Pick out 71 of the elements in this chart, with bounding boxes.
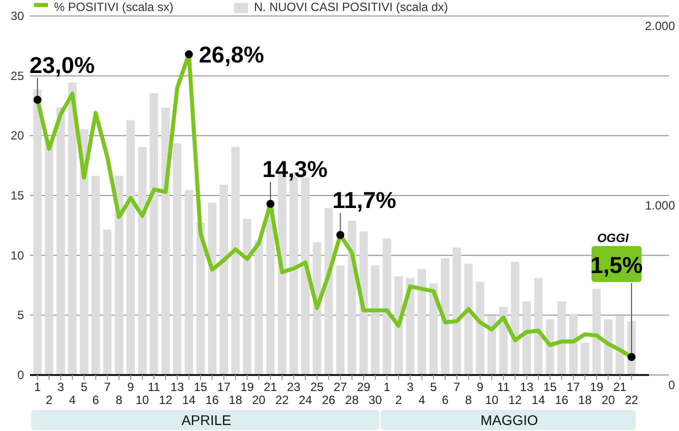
legend-label: % POSITIVI (scala sx) xyxy=(54,0,174,14)
y-tick-label: 0 xyxy=(17,368,24,382)
x-tick-label: 4 xyxy=(69,393,76,407)
x-tick-label: 21 xyxy=(264,380,278,394)
y2-tick-label: 1.000 xyxy=(644,198,676,212)
y2-tick-label: 0 xyxy=(668,378,676,392)
x-tick-label: 9 xyxy=(127,380,134,394)
x-tick-label: 8 xyxy=(465,393,472,407)
x-tick-label: 13 xyxy=(520,380,534,394)
x-tick-label: 9 xyxy=(476,380,484,394)
y-tick-label: 5 xyxy=(17,308,24,322)
x-tick-label: 30 xyxy=(368,393,382,407)
y-tick-label: 10 xyxy=(10,248,24,262)
annotation: OGGI xyxy=(597,231,630,245)
x-tick-label: 3 xyxy=(57,380,64,394)
x-tick-label: 1 xyxy=(34,380,42,394)
x-tick-label: 2 xyxy=(395,393,402,407)
text: APRILE xyxy=(181,412,232,428)
x-tick-label: 22 xyxy=(624,393,639,407)
x-tick-label: 3 xyxy=(406,380,414,394)
x-tick-label: 18 xyxy=(578,393,592,407)
x-tick-label: 15 xyxy=(194,380,208,394)
x-tick-label: 17 xyxy=(217,380,231,394)
x-tick-label: 26 xyxy=(322,393,336,407)
x-tick-label: 22 xyxy=(275,393,290,407)
data-label: 11,7% xyxy=(332,186,396,213)
x-tick-label: 12 xyxy=(508,393,522,407)
legend-label: N. NUOVI CASI POSITIVI (scala dx) xyxy=(254,0,448,14)
x-tick-label: 25 xyxy=(310,380,324,394)
text: MAGGIO xyxy=(480,412,538,428)
data-label: 26,8% xyxy=(198,41,264,68)
x-tick-label: 12 xyxy=(158,393,173,407)
x-tick-label: 8 xyxy=(116,393,123,407)
y-tick-label: 15 xyxy=(10,188,24,202)
x-tick-label: 19 xyxy=(240,380,254,394)
data-label: 14,3% xyxy=(262,156,328,182)
x-tick-label: 18 xyxy=(228,393,242,407)
x-tick-label: 10 xyxy=(485,393,499,407)
x-tick-label: 27 xyxy=(334,380,348,394)
x-tick-label: 6 xyxy=(92,393,100,407)
y2-tick-label: 2.000 xyxy=(644,19,676,33)
y-tick-label: 20 xyxy=(10,128,24,143)
x-tick-label: 4 xyxy=(418,393,426,407)
x-tick-label: 16 xyxy=(554,393,569,407)
x-tick-label: 5 xyxy=(80,380,88,394)
x-tick-label: 11 xyxy=(497,380,510,394)
x-tick-label: 28 xyxy=(345,393,359,407)
x-tick-label: 21 xyxy=(613,380,627,394)
x-tick-label: 16 xyxy=(206,393,220,407)
x-tick-label: 20 xyxy=(602,393,616,407)
x-tick-label: 11 xyxy=(148,380,160,394)
x-tick-label: 19 xyxy=(590,380,604,394)
data-label: 23,0% xyxy=(29,52,95,78)
x-tick-label: 23 xyxy=(287,380,301,394)
x-tick-label: 7 xyxy=(104,380,112,394)
x-tick-label: 14 xyxy=(182,393,196,407)
x-tick-label: 14 xyxy=(532,393,546,407)
x-tick-label: 10 xyxy=(136,393,150,407)
y-tick-label: 30 xyxy=(10,9,24,23)
x-tick-label: 29 xyxy=(356,380,371,394)
x-tick-label: 20 xyxy=(252,393,266,407)
x-tick-label: 24 xyxy=(298,393,312,407)
x-tick-label: 7 xyxy=(453,380,460,394)
x-tick-label: 15 xyxy=(543,380,557,394)
x-tick-label: 2 xyxy=(46,393,53,407)
x-tick-label: 17 xyxy=(566,380,580,394)
x-tick-label: 5 xyxy=(430,380,438,394)
y-tick-label: 25 xyxy=(10,68,24,83)
x-tick-label: 1 xyxy=(384,380,391,394)
x-tick-label: 6 xyxy=(442,393,449,407)
x-tick-label: 13 xyxy=(170,380,184,394)
